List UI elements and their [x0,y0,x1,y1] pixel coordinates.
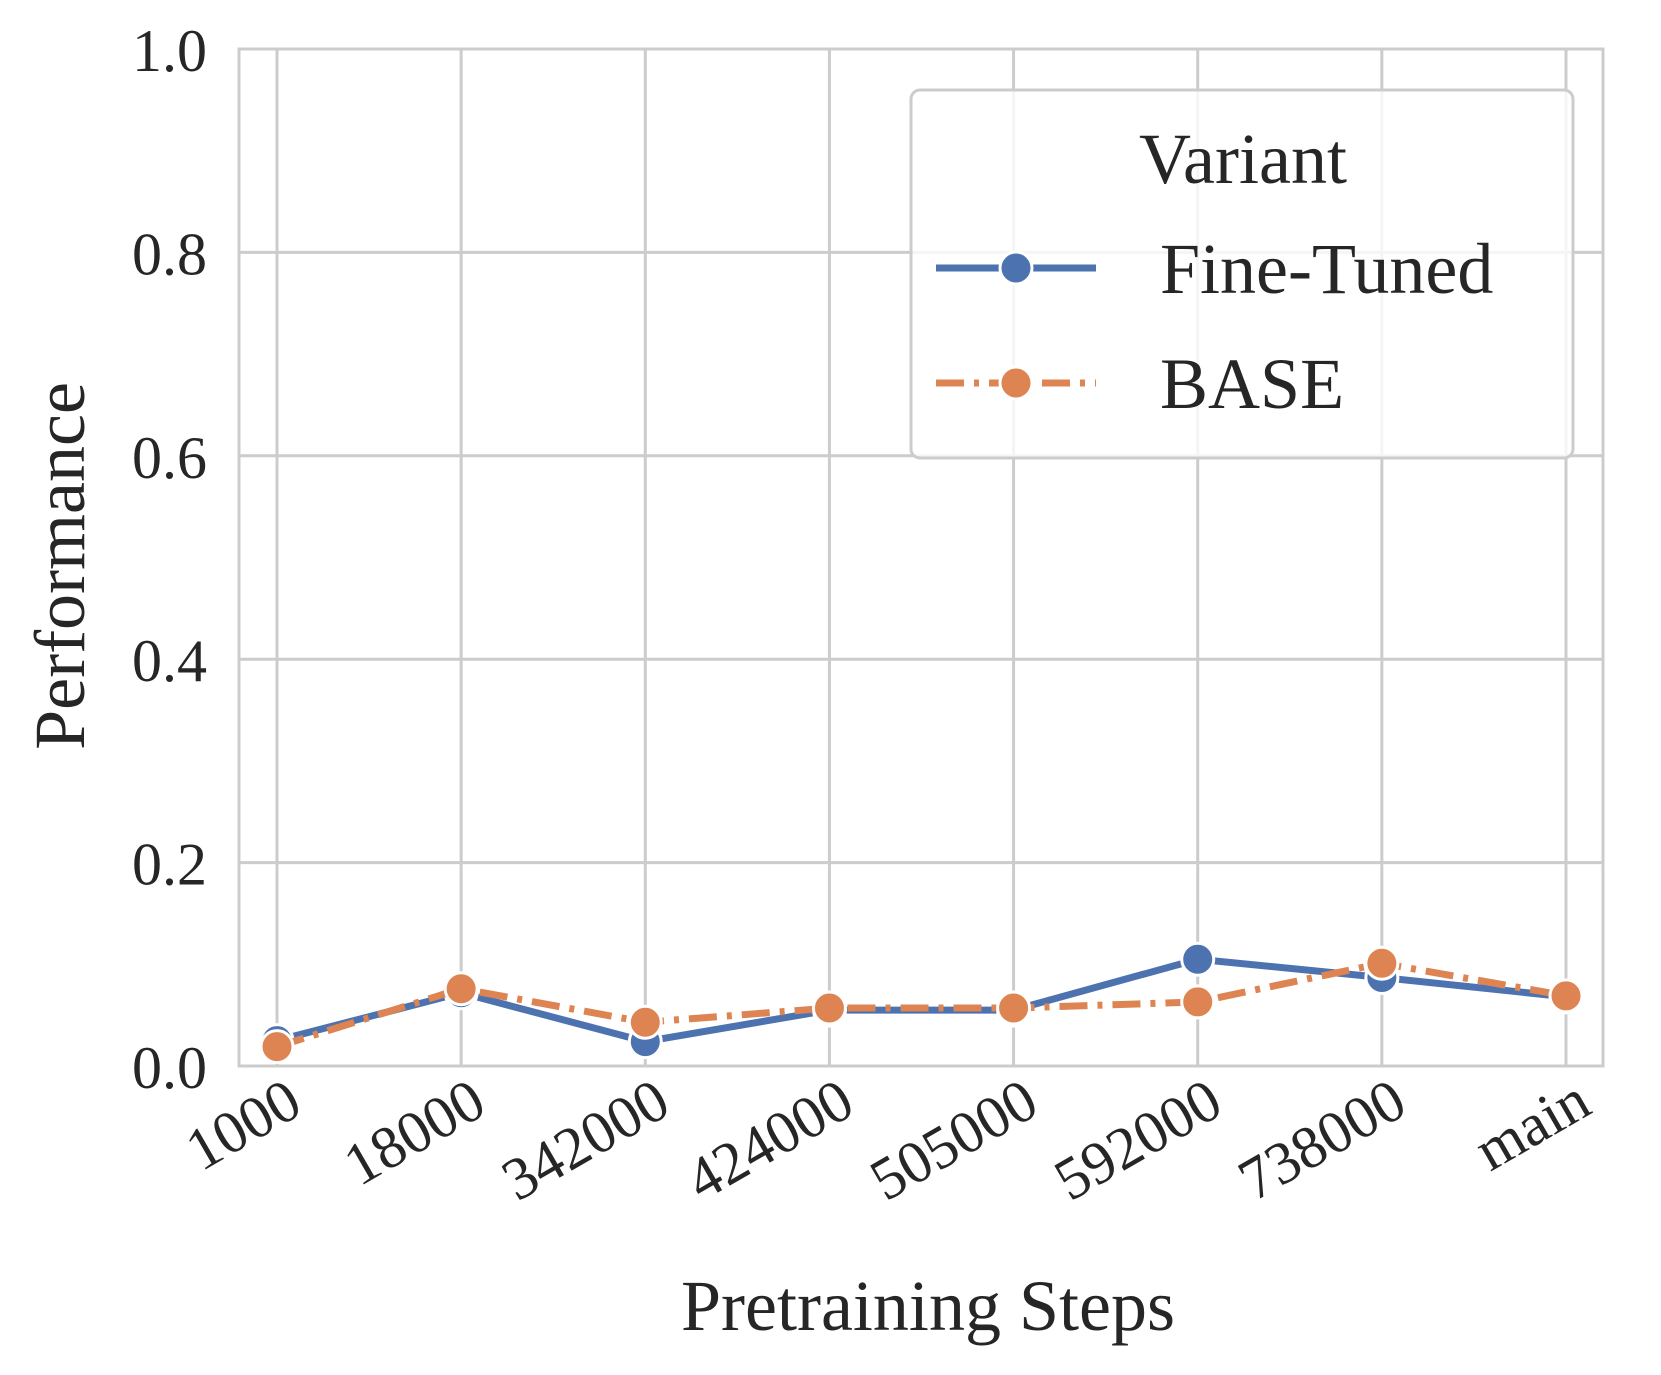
series-line [275,959,1567,1051]
x-axis-label: Pretraining Steps [681,1266,1175,1346]
plot-frame [237,47,1605,1068]
y-tick-label: 0.6 [132,425,207,491]
y-axis-label: Performance [20,382,100,750]
series-base [259,945,1584,1065]
legend-item: Fine-Tuned [936,229,1493,309]
legend-title: Variant [1139,119,1347,199]
data-point [1364,945,1400,981]
data-point [1180,941,1216,977]
data-point [1180,984,1216,1020]
y-tick-label: 1.0 [132,18,207,84]
legend-marker [998,250,1034,286]
y-tick-label: 0.2 [132,832,207,898]
legend-label: Fine-Tuned [1160,229,1493,309]
data-point [259,1029,295,1065]
y-tick-labels: 0.0 0.2 0.4 0.6 0.8 1.0 [132,18,207,1101]
legend: Variant Fine-Tuned BASE [909,88,1575,460]
legend-label: BASE [1160,344,1344,424]
data-point [443,971,479,1007]
y-tick-label: 0.8 [132,221,207,287]
y-tick-label: 0.0 [132,1035,207,1101]
legend-box [909,88,1575,460]
series-layer [259,941,1584,1065]
grid [239,47,1603,1068]
legend-item: BASE [936,344,1344,424]
data-point [811,990,847,1026]
legend-items: Fine-Tuned BASE [936,229,1493,424]
data-point [627,1004,663,1040]
legend-marker [998,365,1034,401]
data-point [1548,978,1584,1014]
data-point [996,990,1032,1026]
y-tick-label: 0.4 [132,628,207,694]
